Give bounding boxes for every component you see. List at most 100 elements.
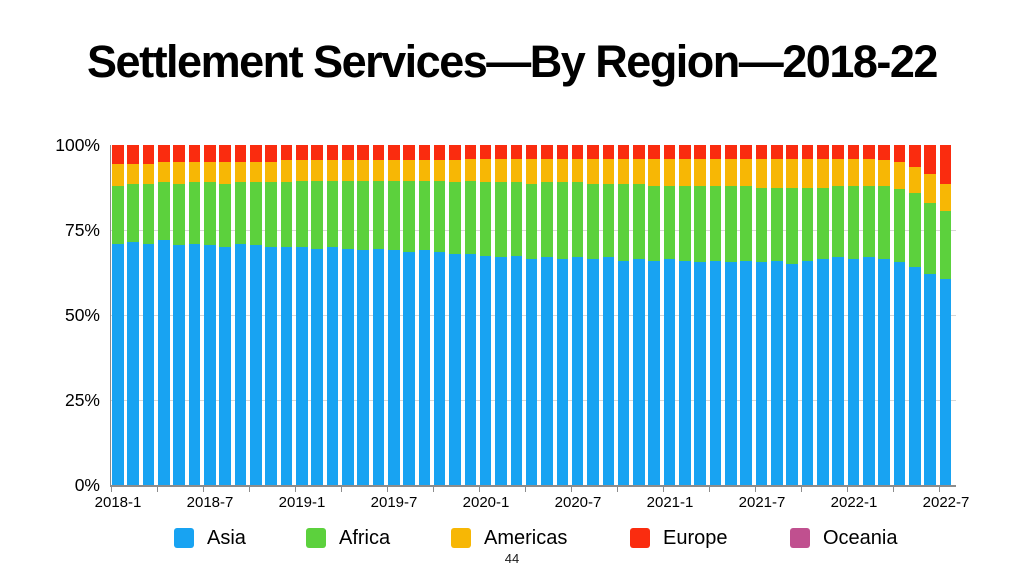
- bar-segment-africa: [265, 182, 277, 247]
- bar-segment-europe: [617, 145, 630, 159]
- bar-segment-africa: [709, 185, 722, 261]
- bar-segment-europe: [847, 145, 860, 159]
- bar-2018-5: [173, 145, 185, 485]
- bar-segment-europe: [173, 145, 185, 163]
- bar-2018-11: [265, 145, 277, 485]
- bar-2021-5: [725, 145, 737, 485]
- bar-segment-asia: [725, 262, 737, 485]
- x-tick-label: 2020-1: [462, 494, 510, 511]
- bar-segment-africa: [387, 180, 400, 251]
- bar-2021-6: [740, 145, 753, 485]
- bar-2022-1: [847, 145, 860, 485]
- bar-segment-asia: [832, 257, 845, 485]
- bar-segment-americas: [909, 167, 921, 193]
- x-axis-tick: [617, 487, 618, 492]
- bar-segment-americas: [863, 158, 875, 186]
- bar-segment-americas: [633, 158, 645, 185]
- bar-segment-americas: [525, 158, 538, 185]
- bar-segment-africa: [525, 184, 538, 259]
- bar-segment-europe: [679, 145, 691, 159]
- bar-segment-asia: [387, 250, 400, 485]
- bar-segment-europe: [495, 145, 507, 159]
- bar-segment-americas: [372, 160, 385, 181]
- bar-segment-americas: [433, 160, 446, 181]
- bar-2018-7: [203, 145, 216, 485]
- legend-item-asia: Asia: [174, 527, 246, 549]
- bar-segment-africa: [817, 187, 829, 259]
- x-axis-tick: [663, 487, 664, 492]
- bar-segment-africa: [188, 182, 201, 244]
- bar-segment-europe: [817, 145, 829, 159]
- bar-segment-asia: [372, 248, 385, 485]
- bar-segment-americas: [280, 160, 293, 183]
- bar-segment-africa: [510, 182, 523, 256]
- bar-2018-4: [157, 145, 170, 485]
- bar-segment-americas: [203, 162, 216, 183]
- bar-segment-asia: [663, 258, 676, 485]
- bar-segment-africa: [464, 180, 477, 254]
- bar-segment-europe: [219, 145, 231, 163]
- x-axis-tick: [249, 487, 250, 492]
- x-tick-label: 2021-1: [646, 494, 694, 511]
- bar-segment-europe: [479, 145, 492, 159]
- bar-segment-americas: [112, 163, 124, 186]
- bar-segment-asia: [311, 248, 323, 485]
- bar-segment-europe: [449, 145, 461, 161]
- x-tick-label: 2021-7: [738, 494, 786, 511]
- bar-segment-asia: [326, 247, 339, 485]
- bar-segment-asia: [556, 258, 569, 485]
- bar-segment-americas: [571, 158, 584, 183]
- bar-segment-europe: [234, 145, 247, 163]
- bar-2019-7: [387, 145, 400, 485]
- legend-item-americas: Americas: [451, 527, 567, 549]
- x-axis-line: [110, 485, 956, 487]
- bar-segment-europe: [525, 145, 538, 159]
- bar-2020-11: [633, 145, 645, 485]
- legend-label: Europe: [663, 526, 728, 549]
- bar-segment-europe: [280, 145, 293, 161]
- bar-segment-americas: [847, 158, 860, 186]
- bar-2021-11: [817, 145, 829, 485]
- bar-segment-africa: [924, 202, 936, 275]
- bar-segment-americas: [801, 158, 814, 188]
- bar-segment-africa: [878, 185, 890, 259]
- bar-segment-africa: [249, 182, 262, 246]
- bar-segment-europe: [295, 145, 308, 161]
- bar-2021-7: [755, 145, 768, 485]
- y-tick-label: 25%: [64, 390, 100, 410]
- x-tick-label: 2018-7: [186, 494, 234, 511]
- bar-2022-2: [863, 145, 875, 485]
- bar-segment-europe: [403, 145, 415, 161]
- bar-segment-asia: [617, 260, 630, 485]
- x-axis-tick: [709, 487, 710, 492]
- bar-segment-africa: [939, 211, 952, 280]
- bar-segment-europe: [464, 145, 477, 159]
- page-number: 44: [504, 551, 520, 566]
- bar-2020-8: [587, 145, 599, 485]
- bar-segment-americas: [357, 160, 369, 181]
- bars: [112, 145, 952, 485]
- bar-segment-europe: [801, 145, 814, 159]
- y-tick-label: 75%: [64, 220, 100, 240]
- bar-segment-asia: [449, 253, 461, 485]
- x-axis-tick: [801, 487, 802, 492]
- bar-segment-europe: [433, 145, 446, 161]
- bar-segment-europe: [725, 145, 737, 159]
- bar-segment-europe: [357, 145, 369, 161]
- bar-segment-europe: [755, 145, 768, 159]
- bar-segment-africa: [173, 184, 185, 246]
- bar-segment-europe: [203, 145, 216, 163]
- bar-2019-5: [357, 145, 369, 485]
- bar-segment-africa: [617, 184, 630, 261]
- y-tick-label: 100%: [55, 135, 100, 155]
- bar-segment-africa: [311, 180, 323, 249]
- bar-segment-europe: [771, 145, 783, 159]
- bar-2019-3: [326, 145, 339, 485]
- bar-segment-africa: [847, 185, 860, 259]
- legend-swatch-oceania: [790, 528, 810, 548]
- bar-segment-africa: [771, 187, 783, 261]
- bar-2018-9: [234, 145, 247, 485]
- bar-segment-asia: [203, 245, 216, 485]
- bar-segment-europe: [142, 145, 155, 164]
- bar-segment-europe: [127, 145, 139, 164]
